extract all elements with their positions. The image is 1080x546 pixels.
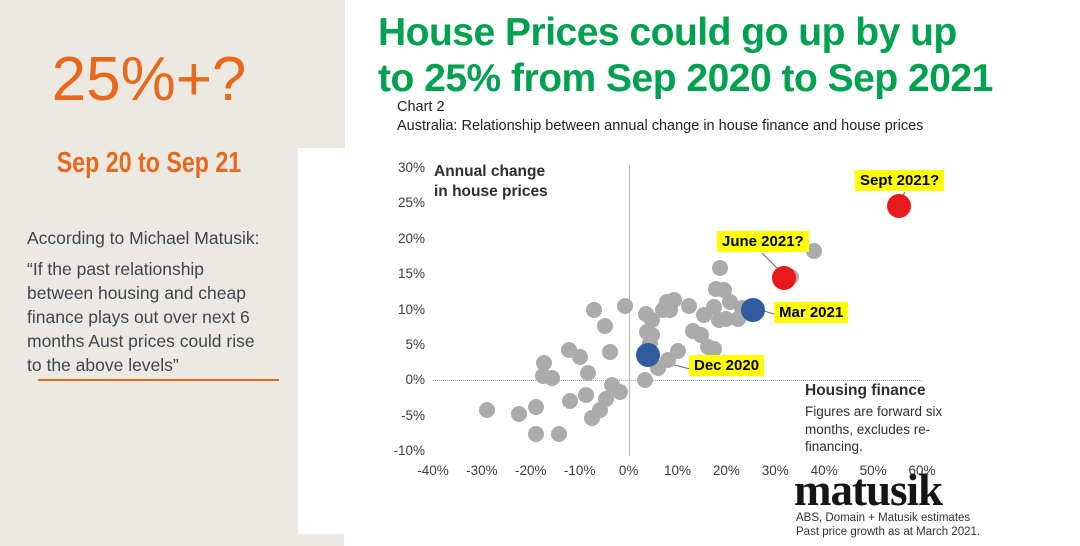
- y-tick-label: 0%: [405, 372, 425, 388]
- matusik-logo: matusik: [794, 465, 943, 515]
- subheadline-date-range: Sep 20 to Sep 21: [56, 147, 242, 179]
- y-tick-label: 5%: [405, 336, 425, 352]
- scatter-point: [550, 426, 567, 443]
- scatter-point: [527, 399, 544, 416]
- highlight-point-dec2020: [636, 343, 661, 368]
- chart-number-label: Chart 2: [397, 99, 445, 115]
- bottom-strip-background: [0, 534, 344, 546]
- highlight-point-mar2021: [741, 297, 766, 322]
- scatter-point: [527, 426, 544, 443]
- scatter-point: [644, 326, 661, 343]
- x-tick-label: 40%: [810, 463, 838, 478]
- scatter-point: [670, 342, 687, 359]
- scatter-point: [598, 390, 615, 407]
- scatter-point: [666, 292, 683, 309]
- scatter-point: [478, 401, 495, 418]
- y-tick-label: 10%: [397, 301, 425, 317]
- annotation-label-mar2021: Mar 2021: [774, 302, 849, 323]
- scatter-point: [722, 293, 739, 310]
- scatter-point: [601, 343, 618, 360]
- chart-subtitle: Australia: Relationship between annual c…: [397, 118, 924, 134]
- x-axis-label-title: Housing finance: [805, 382, 926, 399]
- scatter-point: [544, 370, 561, 387]
- annotation-label-dec2020: Dec 2020: [689, 355, 765, 376]
- y-tick-label: 20%: [397, 230, 425, 246]
- x-tick-label: 60%: [908, 463, 936, 478]
- scatter-point: [578, 387, 595, 404]
- scatter-point: [510, 405, 527, 422]
- annotation-label-sept2021: Sept 2021?: [855, 170, 945, 191]
- scatter-point: [706, 299, 723, 316]
- scatter-point: [644, 312, 661, 329]
- orange-divider: [38, 379, 279, 381]
- scatter-point: [805, 242, 822, 259]
- scatter-point: [712, 260, 729, 277]
- y-tick-label: 25%: [397, 195, 425, 211]
- x-tick-label: -10%: [563, 463, 596, 478]
- scatter-point: [586, 301, 603, 318]
- x-tick-label: -40%: [417, 463, 449, 478]
- highlight-point-june2021: [772, 266, 797, 291]
- scatter-plot: Annual change in house prices Housing fin…: [393, 160, 945, 478]
- y-axis-label: Annual change in house prices: [434, 163, 548, 200]
- scatter-point: [617, 297, 634, 314]
- scatter-point: [572, 348, 589, 365]
- x-tick-label: 30%: [761, 463, 789, 478]
- x-tick-label: 20%: [712, 463, 740, 478]
- x-tick-label: 50%: [859, 463, 887, 478]
- page-title: House Prices could go up by up to 25% fro…: [378, 11, 993, 100]
- y-tick-label: -10%: [393, 443, 425, 458]
- scatter-point: [611, 384, 628, 401]
- quote-text: “If the past relationship between housing…: [27, 259, 255, 375]
- scatter-point: [693, 326, 710, 343]
- left-panel-background: [0, 148, 298, 534]
- headline-25-percent: 25%+?: [51, 45, 247, 114]
- x-tick-label: 10%: [663, 463, 692, 478]
- scatter-point: [579, 365, 596, 382]
- x-tick-label: -30%: [466, 463, 498, 478]
- left-panel-background-top: [0, 0, 345, 148]
- y-tick-label: 15%: [397, 266, 425, 282]
- annotation-label-june2021: June 2021?: [717, 231, 809, 252]
- x-tick-label: -20%: [515, 463, 547, 478]
- chart-source: ABS, Domain + Matusik estimates Past pric…: [796, 512, 981, 538]
- attribution-text: According to Michael Matusik:: [27, 228, 260, 248]
- scatter-point: [706, 341, 723, 358]
- highlight-point-sept2021: [887, 194, 912, 219]
- scatter-point: [536, 354, 553, 371]
- x-axis-label: Housing finance Figures are forward six m…: [805, 382, 963, 456]
- scatter-point: [562, 392, 579, 409]
- x-axis-label-note: Figures are forward six months, excludes …: [805, 404, 943, 454]
- scatter-point: [596, 317, 613, 334]
- x-tick-label: 0%: [618, 463, 639, 478]
- y-tick-label: 30%: [397, 160, 425, 175]
- zero-y-gridline: [433, 380, 922, 381]
- scatter-point: [636, 372, 653, 389]
- scatter-point: [680, 297, 697, 314]
- y-tick-label: -5%: [400, 407, 425, 423]
